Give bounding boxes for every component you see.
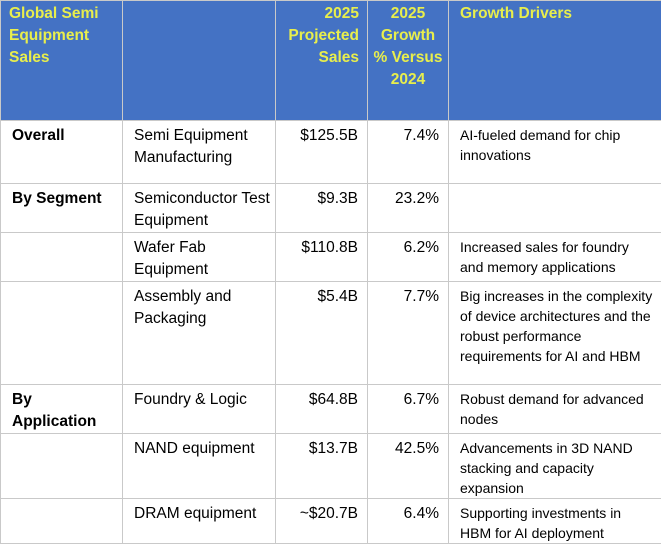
row-sales: ~$20.7B — [276, 499, 368, 544]
row-group — [1, 282, 123, 385]
row-growth: 6.4% — [368, 499, 449, 544]
row-growth: 23.2% — [368, 184, 449, 233]
row-sales: $9.3B — [276, 184, 368, 233]
row-sales: $110.8B — [276, 233, 368, 282]
header-blank — [123, 1, 276, 121]
row-label: Wafer Fab Equipment — [123, 233, 276, 282]
header-growth-drivers: Growth Drivers — [449, 1, 661, 121]
row-drivers: Supporting investments in HBM for AI dep… — [449, 499, 661, 544]
row-growth: 6.7% — [368, 385, 449, 434]
row-sales: $5.4B — [276, 282, 368, 385]
row-drivers: Big increases in the complexity of devic… — [449, 282, 661, 385]
table-row: NAND equipment $13.7B 42.5% Advancements… — [1, 434, 661, 499]
row-label: Assembly and Packaging — [123, 282, 276, 385]
row-growth: 42.5% — [368, 434, 449, 499]
table-row: Overall Semi Equipment Manufacturing $12… — [1, 121, 661, 184]
row-label: NAND equipment — [123, 434, 276, 499]
row-drivers — [449, 184, 661, 233]
row-group — [1, 233, 123, 282]
row-sales: $64.8B — [276, 385, 368, 434]
table-row: By Application Foundry & Logic $64.8B 6.… — [1, 385, 661, 434]
header-projected-sales: 2025 Projected Sales — [276, 1, 368, 121]
header-growth: 2025 Growth % Versus 2024 — [368, 1, 449, 121]
row-drivers: Robust demand for advanced nodes — [449, 385, 661, 434]
header-category: Global Semi Equipment Sales — [1, 1, 123, 121]
row-growth: 7.4% — [368, 121, 449, 184]
row-group — [1, 434, 123, 499]
table-row: Wafer Fab Equipment $110.8B 6.2% Increas… — [1, 233, 661, 282]
row-sales: $13.7B — [276, 434, 368, 499]
row-group: Overall — [1, 121, 123, 184]
table-row: DRAM equipment ~$20.7B 6.4% Supporting i… — [1, 499, 661, 544]
table-row: By Segment Semiconductor Test Equipment … — [1, 184, 661, 233]
row-drivers: Increased sales for foundry and memory a… — [449, 233, 661, 282]
row-sales: $125.5B — [276, 121, 368, 184]
row-drivers: AI-fueled demand for chip innovations — [449, 121, 661, 184]
row-label: Semiconductor Test Equipment — [123, 184, 276, 233]
row-group: By Segment — [1, 184, 123, 233]
header-row: Global Semi Equipment Sales 2025 Project… — [1, 1, 661, 121]
row-growth: 7.7% — [368, 282, 449, 385]
row-group: By Application — [1, 385, 123, 434]
row-growth: 6.2% — [368, 233, 449, 282]
row-label: DRAM equipment — [123, 499, 276, 544]
row-label: Semi Equipment Manufacturing — [123, 121, 276, 184]
table-row: Assembly and Packaging $5.4B 7.7% Big in… — [1, 282, 661, 385]
row-drivers: Advancements in 3D NAND stacking and cap… — [449, 434, 661, 499]
row-label: Foundry & Logic — [123, 385, 276, 434]
row-group — [1, 499, 123, 544]
